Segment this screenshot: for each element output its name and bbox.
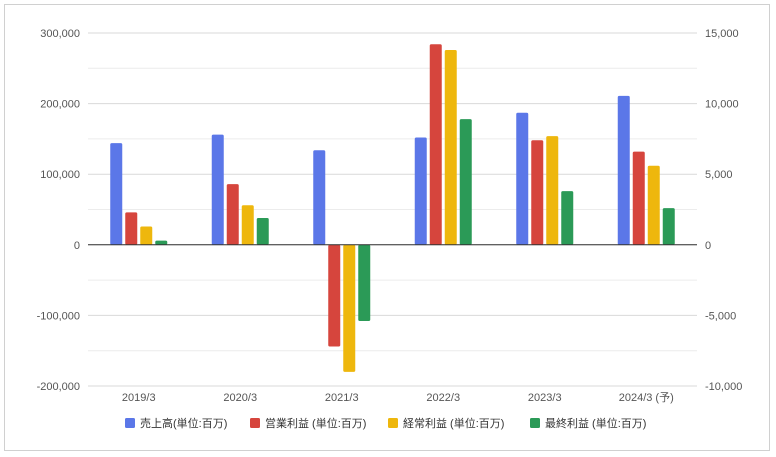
- legend-label: 売上高(単位:百万): [140, 416, 227, 430]
- bar: [546, 136, 559, 245]
- bar: [617, 95, 630, 245]
- bars: [88, 44, 697, 372]
- legend: 売上高(単位:百万) 営業利益 (単位:百万) 経常利益 (単位:百万) 最終利益 (…: [125, 416, 646, 430]
- right-tick-label: 10,000: [705, 99, 739, 111]
- bar: [226, 184, 239, 245]
- legend-label: 経常利益 (単位:百万): [403, 416, 504, 430]
- bar: [328, 244, 341, 347]
- left-tick-label: 100,000: [40, 169, 80, 181]
- bar: [343, 244, 356, 372]
- x-tick-label: 2020/3: [223, 392, 257, 404]
- right-tick-label: 0: [705, 240, 711, 252]
- bar: [358, 244, 371, 322]
- right-tick-label: 5,000: [705, 169, 733, 181]
- right-tick-label: 15,000: [705, 28, 739, 40]
- bar: [155, 240, 168, 245]
- grid-lines: [88, 32, 697, 387]
- left-tick-label: 200,000: [40, 99, 80, 111]
- left-tick-label: 300,000: [40, 28, 80, 40]
- bar: [429, 44, 442, 245]
- bar: [241, 205, 254, 245]
- legend-swatch: [530, 418, 540, 428]
- bar: [140, 226, 153, 245]
- bar: [647, 165, 660, 245]
- left-tick-label: -200,000: [37, 381, 80, 393]
- x-tick-label: 2022/3: [426, 392, 460, 404]
- x-tick-label: 2024/3 (予): [619, 391, 674, 404]
- left-tick-label: -100,000: [37, 310, 80, 322]
- x-axis-ticks: 2019/3 2020/3 2021/3 2022/3 2023/3 2024/3 (予): [122, 391, 674, 404]
- bar: [459, 119, 472, 245]
- right-tick-label: -5,000: [705, 310, 736, 322]
- bar: [662, 208, 675, 245]
- bar: [632, 151, 645, 245]
- bar: [531, 140, 544, 245]
- bar: [444, 49, 457, 245]
- x-tick-label: 2019/3: [122, 392, 156, 404]
- left-tick-label: 0: [74, 240, 80, 252]
- x-tick-label: 2023/3: [528, 392, 562, 404]
- bar: [414, 137, 427, 245]
- bar: [125, 212, 138, 245]
- right-axis-ticks: -10,000 -5,000 0 5,000 10,000 15,000: [705, 28, 742, 393]
- legend-label: 最終利益 (単位:百万): [545, 416, 646, 430]
- left-axis-ticks: -200,000 -100,000 0 100,000 200,000 300,000: [37, 28, 80, 393]
- x-tick-label: 2021/3: [325, 392, 359, 404]
- bar: [211, 134, 224, 245]
- bar: [516, 112, 529, 245]
- bar: [313, 150, 326, 245]
- bar: [256, 217, 269, 245]
- bar: [561, 191, 574, 245]
- right-tick-label: -10,000: [705, 381, 742, 393]
- legend-swatch: [250, 418, 260, 428]
- legend-label: 営業利益 (単位:百万): [265, 416, 366, 430]
- legend-swatch: [125, 418, 135, 428]
- bar: [110, 143, 123, 245]
- legend-swatch: [388, 418, 398, 428]
